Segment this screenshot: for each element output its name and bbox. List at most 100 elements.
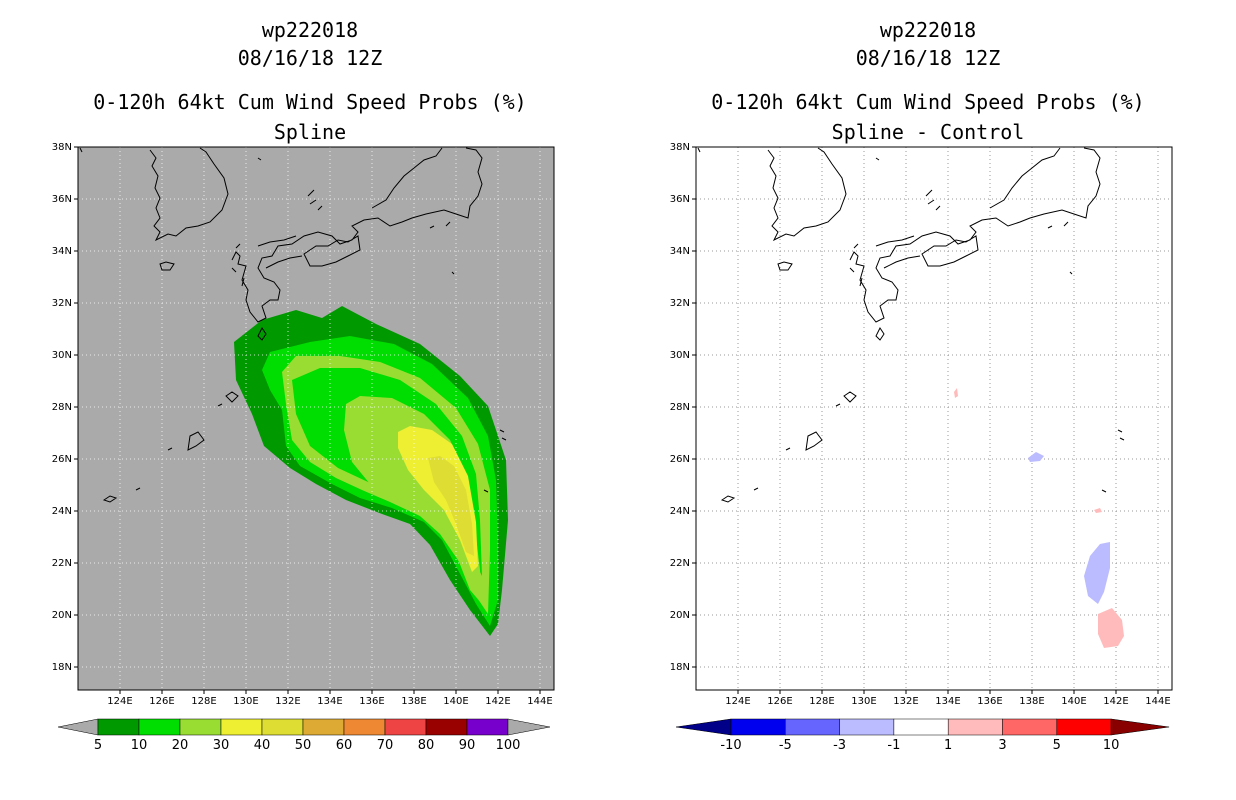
left-colorbar-segment xyxy=(179,718,222,736)
left-map xyxy=(77,146,555,691)
right-lon-label: 130E xyxy=(851,696,876,707)
left-colorbar-label: 40 xyxy=(254,738,271,753)
right-lon-label: 134E xyxy=(935,696,960,707)
right-lat-label: 36N xyxy=(670,194,690,205)
right-lat-label: 26N xyxy=(670,454,690,465)
right-lat-label: 38N xyxy=(670,142,690,153)
right-diff-positive-blob-28n xyxy=(954,388,958,398)
left-colorbar-high-extension xyxy=(507,718,551,736)
left-contour-50pct xyxy=(428,456,474,556)
right-lon-label: 132E xyxy=(893,696,918,707)
left-colorbar-label: 70 xyxy=(377,738,394,753)
right-colorbar-high-extension xyxy=(1110,718,1170,736)
right-lon-label: 128E xyxy=(809,696,834,707)
right-diff-positive-blob-20n xyxy=(1098,608,1124,648)
right-lon-label: 140E xyxy=(1061,696,1086,707)
right-map xyxy=(695,146,1173,691)
left-lon-label: 134E xyxy=(317,696,342,707)
left-latitude-labels: 38N 36N 34N 32N 30N 28N 26N 24N 22N 20N 18N xyxy=(52,142,78,673)
right-lat-label: 28N xyxy=(670,402,690,413)
right-latitude-labels: 38N 36N 34N 32N 30N 28N 26N 24N 22N 20N 18N xyxy=(670,142,696,673)
right-lat-label: 18N xyxy=(670,662,690,673)
left-lat-label: 26N xyxy=(52,454,72,465)
left-lon-label: 136E xyxy=(359,696,384,707)
right-colorbar-label: -10 xyxy=(720,738,741,753)
left-colorbar-segment xyxy=(138,718,181,736)
right-lat-label: 32N xyxy=(670,298,690,309)
left-lon-label: 126E xyxy=(149,696,174,707)
right-colorbar-label: 5 xyxy=(1053,738,1061,753)
left-lon-label: 144E xyxy=(527,696,552,707)
left-lon-label: 130E xyxy=(233,696,258,707)
right-lon-label: 136E xyxy=(977,696,1002,707)
right-lat-label: 24N xyxy=(670,506,690,517)
right-colorbar-segment xyxy=(785,718,840,736)
left-colorbar-label: 20 xyxy=(172,738,189,753)
left-colorbar-low-extension xyxy=(57,718,99,736)
left-title-storm-id: wp222018 xyxy=(261,18,359,42)
right-colorbar-segment xyxy=(730,718,786,736)
right-colorbar-label: 10 xyxy=(1103,738,1120,753)
left-title-datetime: 08/16/18 12Z xyxy=(237,46,383,70)
right-colorbar-label: -3 xyxy=(833,738,846,753)
left-colorbar-label: 100 xyxy=(496,738,521,753)
right-title-product: 0-120h 64kt Cum Wind Speed Probs (%) xyxy=(711,90,1145,114)
left-colorbar-label: 50 xyxy=(295,738,312,753)
left-title-method: Spline xyxy=(273,120,347,144)
right-title-storm-id: wp222018 xyxy=(879,18,977,42)
right-lon-label: 124E xyxy=(725,696,750,707)
right-colorbar-low-extension xyxy=(675,718,732,736)
left-colorbar-segment xyxy=(384,718,427,736)
right-colorbar-segment xyxy=(839,718,895,736)
left-colorbar-label: 60 xyxy=(336,738,353,753)
right-colorbar-label: -5 xyxy=(779,738,792,753)
right-colorbar-segment xyxy=(947,718,1003,736)
left-colorbar-label: 5 xyxy=(94,738,102,753)
left-lat-label: 30N xyxy=(52,350,72,361)
right-colorbar: -10 -5 -3 -1 1 3 5 10 xyxy=(675,718,1170,753)
right-lon-label: 138E xyxy=(1019,696,1044,707)
right-lat-label: 22N xyxy=(670,558,690,569)
right-title-datetime: 08/16/18 12Z xyxy=(855,46,1001,70)
right-colorbar-label: -1 xyxy=(887,738,900,753)
left-lat-label: 20N xyxy=(52,610,72,621)
right-lon-label: 142E xyxy=(1103,696,1128,707)
left-lon-label: 142E xyxy=(485,696,510,707)
left-lon-label: 138E xyxy=(401,696,426,707)
left-colorbar-segment xyxy=(97,718,140,736)
left-colorbar-label: 10 xyxy=(131,738,148,753)
right-colorbar-segment xyxy=(1056,718,1112,736)
right-colorbar-segment xyxy=(893,718,949,736)
left-lat-label: 38N xyxy=(52,142,72,153)
right-map-frame xyxy=(695,146,1173,691)
right-colorbar-label: 3 xyxy=(998,738,1006,753)
left-colorbar-segment xyxy=(466,718,509,736)
left-lat-label: 28N xyxy=(52,402,72,413)
left-colorbar-segment xyxy=(302,718,345,736)
left-lon-label: 128E xyxy=(191,696,216,707)
right-diff-positive-blob-24n xyxy=(1094,508,1102,513)
left-lon-label: 132E xyxy=(275,696,300,707)
left-lat-label: 32N xyxy=(52,298,72,309)
left-lat-label: 18N xyxy=(52,662,72,673)
right-colorbar-segment xyxy=(1002,718,1058,736)
left-lat-label: 36N xyxy=(52,194,72,205)
left-colorbar: 5 10 20 30 40 50 60 70 80 90 100 xyxy=(57,718,551,753)
left-longitude-labels: 124E 126E 128E 130E 132E 134E 136E 138E 140E 142E… xyxy=(107,690,553,707)
left-graticule xyxy=(78,147,554,690)
left-colorbar-segment xyxy=(425,718,468,736)
left-colorbar-label: 90 xyxy=(459,738,476,753)
right-diff-negative-blob-22n xyxy=(1084,542,1110,604)
left-lat-label: 24N xyxy=(52,506,72,517)
left-lon-label: 140E xyxy=(443,696,468,707)
left-lat-label: 34N xyxy=(52,246,72,257)
right-lon-label: 144E xyxy=(1145,696,1170,707)
right-longitude-labels: 124E 126E 128E 130E 132E 134E 136E 138E 140E 142E… xyxy=(725,690,1171,707)
right-lat-label: 30N xyxy=(670,350,690,361)
left-colorbar-label: 80 xyxy=(418,738,435,753)
right-lat-label: 34N xyxy=(670,246,690,257)
left-colorbar-segment xyxy=(343,718,386,736)
left-colorbar-segment xyxy=(220,718,263,736)
left-title-product: 0-120h 64kt Cum Wind Speed Probs (%) xyxy=(93,90,527,114)
